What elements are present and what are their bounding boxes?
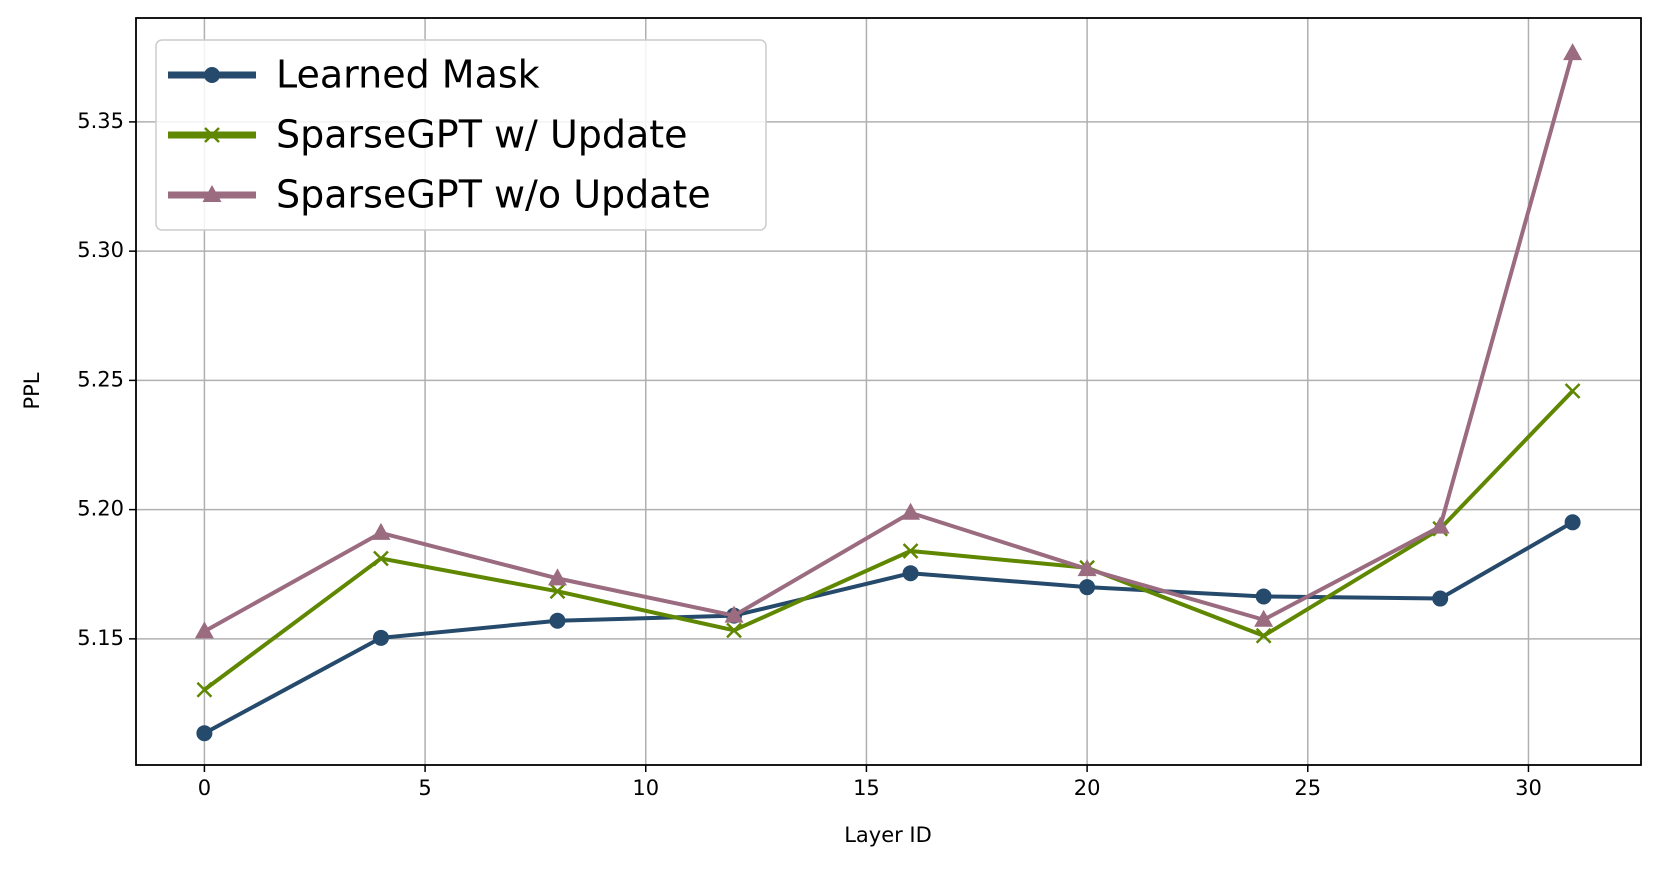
legend-box: [155, 39, 767, 231]
y-tick-label: 5.15: [77, 626, 124, 650]
marker: [1432, 590, 1449, 607]
marker: [1564, 383, 1581, 399]
marker: [1430, 516, 1450, 534]
marker: [371, 522, 391, 540]
marker: [196, 681, 213, 698]
marker: [547, 568, 567, 586]
legend-label: Learned Mask: [276, 53, 540, 97]
marker: [194, 621, 214, 639]
y-tick-label: 5.25: [77, 367, 124, 391]
marker: [372, 629, 389, 646]
x-tick-label: 25: [1294, 776, 1321, 800]
marker: [1255, 588, 1272, 605]
series-line: [203, 520, 1574, 735]
plot-frame: [135, 17, 1642, 766]
legend-marker: [204, 127, 220, 143]
marker: [1564, 514, 1581, 531]
marker: [549, 612, 566, 629]
marker: [1563, 43, 1583, 61]
marker: [1255, 627, 1272, 644]
marker: [724, 605, 744, 623]
marker: [196, 725, 213, 742]
x-tick-label: 20: [1074, 776, 1101, 800]
marker: [901, 502, 921, 520]
x-tick-label: 5: [418, 776, 431, 800]
marker: [373, 550, 389, 567]
x-tick-label: 0: [198, 776, 211, 800]
marker: [902, 543, 919, 559]
x-axis-label: Layer ID: [844, 823, 932, 847]
legend-marker: [202, 185, 222, 202]
y-axis-label: PPL: [20, 372, 44, 409]
marker: [1254, 609, 1274, 627]
marker: [1079, 579, 1096, 596]
x-tick-label: 10: [632, 776, 659, 800]
marker: [1077, 559, 1097, 577]
x-tick-label: 30: [1515, 776, 1542, 800]
legend-label: SparseGPT w/ Update: [276, 113, 688, 157]
legend-label: SparseGPT w/o Update: [276, 173, 711, 217]
marker: [549, 583, 566, 600]
legend-marker: [204, 67, 220, 83]
y-tick-label: 5.35: [77, 109, 124, 133]
marker: [902, 565, 919, 582]
marker: [726, 622, 742, 639]
y-tick-label: 5.20: [77, 497, 124, 521]
y-tick-label: 5.30: [77, 238, 124, 262]
x-tick-label: 15: [853, 776, 880, 800]
